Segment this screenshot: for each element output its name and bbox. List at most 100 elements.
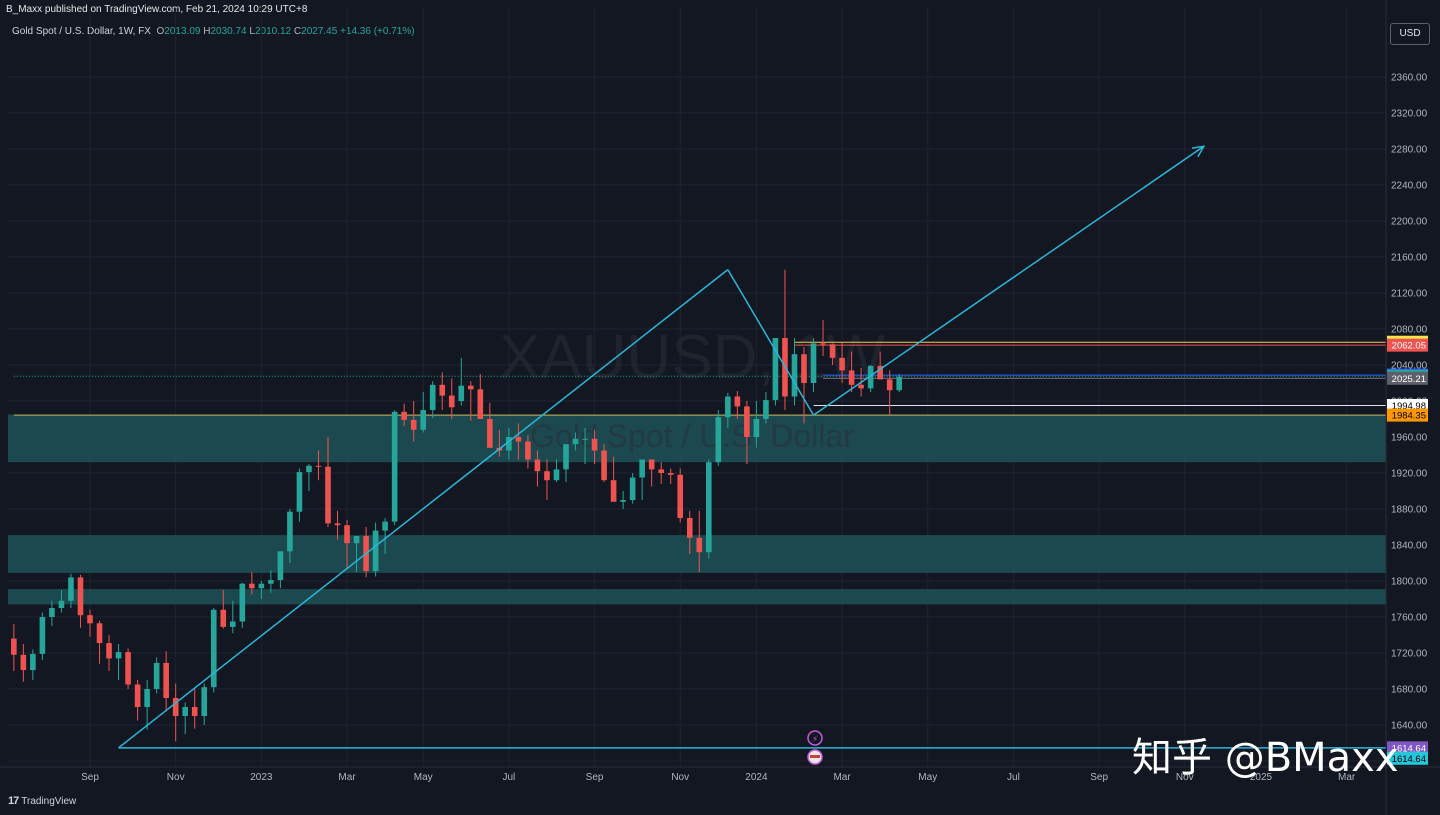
price-label-box	[1387, 371, 1428, 385]
high-value: 2030.74	[210, 26, 247, 37]
candle-body	[429, 384, 436, 410]
time-tick-label: 2023	[250, 772, 273, 783]
candle-body	[96, 623, 103, 644]
zhihu-overlay-text: 知乎 @BMaxx	[1132, 735, 1399, 781]
brand-name: TradingView	[21, 795, 77, 807]
candle-body	[820, 343, 826, 345]
candle-body	[686, 518, 693, 538]
candle-body	[763, 400, 769, 419]
lightning-icon: ⚡	[812, 734, 818, 744]
price-tick-label: 1640.00	[1391, 721, 1428, 732]
price-tick-label: 1720.00	[1391, 649, 1428, 660]
time-tick-label: May	[414, 772, 433, 783]
candle-body	[725, 396, 731, 418]
candle-body	[106, 643, 112, 659]
candle-body	[325, 466, 331, 524]
symbol-legend[interactable]: Gold Spot / U.S. Dollar, 1W, FX O2013.09…	[12, 26, 415, 37]
low-value: 2010.12	[254, 26, 292, 37]
open-value: 2013.09	[164, 26, 201, 37]
publish-info: B_Maxx published on TradingView.com, Feb…	[6, 4, 308, 15]
candle-body	[648, 459, 655, 470]
candle-body	[886, 379, 893, 391]
candle-body	[249, 583, 255, 589]
trendline-arrowhead	[1191, 145, 1206, 158]
time-tick-label: Mar	[833, 772, 851, 783]
candle-body	[315, 465, 322, 467]
candle-body	[696, 537, 703, 553]
candle-body	[801, 354, 807, 383]
candle-body	[11, 638, 17, 655]
price-tick-label: 1880.00	[1391, 505, 1428, 516]
candle-body	[468, 385, 474, 390]
trendlines[interactable]	[118, 145, 1386, 749]
time-tick-label: Sep	[81, 772, 99, 783]
candle-body	[506, 437, 512, 451]
tradingview-logo-icon: 17	[8, 795, 19, 807]
candle-body	[658, 469, 664, 473]
candle-body	[39, 617, 46, 654]
candle-body	[191, 707, 198, 716]
candle-body	[848, 370, 855, 385]
candle-body	[534, 459, 541, 472]
candle-body	[858, 384, 864, 389]
candle-body	[353, 536, 360, 544]
candle-body	[372, 530, 379, 572]
price-tick-label: 1680.00	[1391, 685, 1428, 696]
candle-body	[268, 580, 274, 584]
candle-body	[829, 344, 836, 358]
price-tick-label: 2160.00	[1391, 253, 1428, 264]
candle-body	[258, 583, 265, 589]
candle-body	[182, 707, 188, 716]
candle-body	[420, 410, 426, 430]
candle-body	[287, 511, 293, 552]
dividend-event-icon[interactable]	[807, 730, 823, 746]
candle-body	[629, 477, 636, 500]
high-label: H	[203, 26, 211, 37]
low-label: L	[249, 26, 255, 37]
candle-body	[677, 474, 684, 518]
candle-body	[230, 621, 236, 627]
price-label-text: 1984.35	[1392, 411, 1426, 422]
symbol-name[interactable]: Gold Spot / U.S. Dollar, 1W, FX	[12, 26, 151, 37]
time-tick-label: Mar	[1338, 772, 1356, 783]
candle-body	[201, 687, 208, 716]
candle-body	[77, 577, 84, 616]
price-tick-label: 1960.00	[1391, 433, 1428, 444]
price-tick-label: 1800.00	[1391, 577, 1428, 588]
candle-body	[344, 525, 350, 544]
price-label-text: 2062.05	[1392, 341, 1426, 352]
trendline[interactable]	[118, 269, 729, 749]
candle-body	[458, 385, 465, 401]
time-tick-label: Sep	[1090, 772, 1108, 783]
candle-body	[734, 396, 741, 407]
time-axis[interactable]: Sep Nov 2023 Mar May Jul Sep Nov 2024 Mar May Jul Se…	[81, 772, 1356, 783]
event-icons[interactable]: ⚡	[807, 730, 823, 765]
trendline[interactable]	[727, 269, 815, 416]
candle-body	[753, 419, 760, 437]
currency-button[interactable]: USD	[1390, 23, 1430, 45]
price-tick-label: 1840.00	[1391, 541, 1428, 552]
close-value: 2027.45 +14.36 (+0.71%)	[301, 26, 415, 37]
price-tick-label: 2360.00	[1391, 73, 1428, 84]
time-tick-label: Nov	[671, 772, 689, 783]
price-tick-label: 2320.00	[1391, 109, 1428, 120]
price-tick-label: 2040.00	[1391, 361, 1428, 372]
time-tick-label: May	[918, 772, 937, 783]
candle-body	[772, 338, 779, 401]
tradingview-logo[interactable]: 17 TradingView	[8, 795, 76, 807]
candle-body	[239, 583, 246, 622]
candle-body	[810, 343, 817, 383]
time-tick-label: Mar	[338, 772, 356, 783]
candle-body	[125, 652, 131, 685]
candle-body	[439, 384, 446, 396]
trendline[interactable]	[813, 145, 1205, 416]
candle-body	[30, 653, 36, 671]
time-tick-label: Nov	[167, 772, 185, 783]
candle-body	[172, 698, 179, 716]
candle-body	[20, 654, 27, 671]
support-zone	[8, 414, 1386, 463]
candle-body	[601, 450, 607, 481]
candle-body	[391, 411, 398, 522]
candle-body	[68, 577, 74, 601]
